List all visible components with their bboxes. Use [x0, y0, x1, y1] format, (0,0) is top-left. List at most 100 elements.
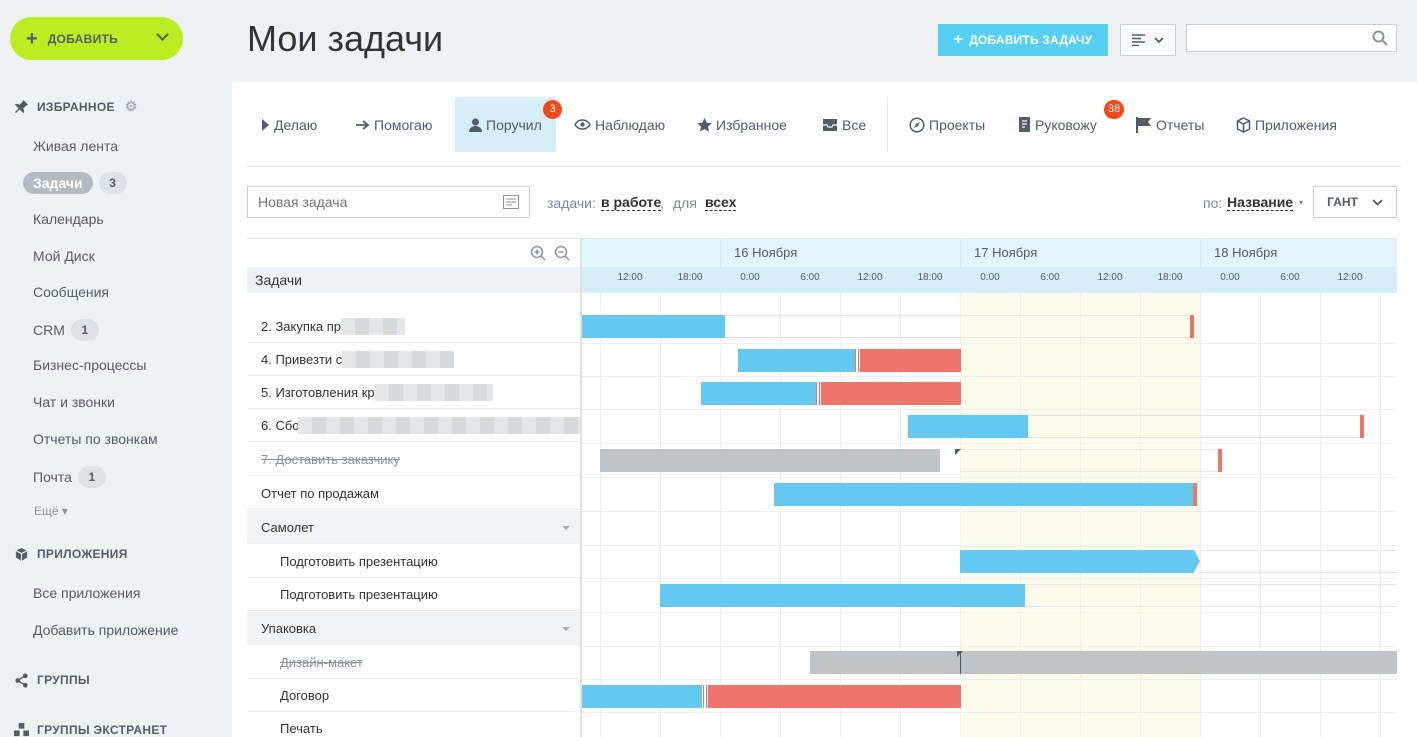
sidebar-item-business-processes[interactable]: Бизнес-процессы [33, 357, 146, 373]
task-bar[interactable] [582, 315, 725, 338]
tab-reports[interactable]: Отчеты [1136, 97, 1204, 152]
sidebar-item-messages[interactable]: Сообщения [33, 284, 109, 300]
row-line [582, 679, 1397, 680]
chevron-down-icon [1372, 198, 1383, 206]
task-row[interactable]: Подготовить презентацию [247, 578, 580, 611]
search-field[interactable] [1186, 24, 1397, 52]
redacted-text [374, 383, 493, 401]
task-row[interactable]: 4. Привезти с [247, 343, 580, 376]
favorites-section-title[interactable]: ИЗБРАННОЕ ⚙ [13, 98, 138, 115]
tab-assigned[interactable]: Поручил [455, 97, 556, 152]
search-icon[interactable] [1372, 30, 1388, 46]
add-button[interactable]: + ДОБАВИТЬ [10, 17, 183, 60]
new-task-input[interactable] [248, 187, 498, 217]
deadline-marker[interactable] [703, 685, 707, 708]
task-label: 4. Привезти с [261, 351, 343, 367]
sidebar-item-live-feed[interactable]: Живая лента [33, 138, 118, 154]
status-filter-link[interactable]: в работе [601, 194, 662, 211]
who-filter-link[interactable]: всех [705, 194, 737, 211]
add-task-button[interactable]: + ДОБАВИТЬ ЗАДАЧУ [938, 24, 1108, 56]
sidebar-item-label: Бизнес-процессы [33, 357, 147, 373]
zoom-out-icon[interactable] [554, 245, 570, 261]
day-label: 16 Ноября [734, 245, 798, 260]
collapse-arrow-icon[interactable] [562, 627, 570, 631]
more-link[interactable]: Ещё ▾ [34, 504, 68, 518]
completed-task-bar[interactable] [810, 651, 1397, 674]
task-row[interactable]: 7. Доставить заказчику [247, 443, 580, 476]
sidebar-item-all-apps[interactable]: Все приложения [33, 585, 140, 601]
sidebar-item-my-drive[interactable]: Мой Диск [33, 248, 95, 264]
new-task-field[interactable] [247, 186, 530, 218]
sidebar-item-tasks[interactable]: Задачи 3 [23, 172, 127, 194]
deadline-marker[interactable] [855, 349, 859, 372]
task-bar[interactable] [908, 415, 1028, 438]
main-panel: Делаю Помогаю Поручил 3 Наблюдаю Избранн… [232, 82, 1417, 737]
search-input[interactable] [1187, 25, 1367, 51]
tab-watching[interactable]: Наблюдаю [574, 97, 665, 152]
completed-task-bar[interactable] [600, 449, 940, 472]
plus-icon: + [26, 27, 38, 50]
task-row[interactable]: Подготовить презентацию [247, 545, 580, 578]
deadline-marker[interactable] [1193, 483, 1197, 506]
collapse-arrow-icon[interactable] [562, 526, 570, 530]
form-icon[interactable] [503, 195, 519, 209]
arrow-right-icon [356, 119, 370, 131]
tab-managing[interactable]: Руковожу [1018, 97, 1097, 152]
sidebar-item-call-reports[interactable]: Отчеты по звонкам [33, 431, 158, 447]
sidebar-item-chat[interactable]: Чат и звонки [33, 394, 115, 410]
task-row[interactable]: Договор [247, 679, 580, 712]
tab-helping[interactable]: Помогаю [356, 97, 432, 152]
overdue-bar[interactable] [821, 382, 961, 405]
sidebar-item-add-app[interactable]: Добавить приложение [33, 622, 178, 638]
task-row[interactable]: Печать [247, 712, 580, 737]
tab-favorites[interactable]: Избранное [697, 97, 787, 152]
sidebar-item-mail[interactable]: Почта 1 [33, 466, 106, 488]
gear-icon[interactable]: ⚙ [124, 98, 138, 114]
sidebar-item-crm[interactable]: CRM 1 [33, 319, 99, 341]
task-row[interactable]: 5. Изготовления кр [247, 376, 580, 409]
tab-all[interactable]: Все [822, 97, 866, 152]
share-icon [13, 672, 29, 688]
grid-line [780, 293, 781, 737]
task-deadline-track [960, 449, 1220, 472]
project-group-row[interactable]: Самолет [247, 511, 580, 544]
extranet-icon [13, 722, 29, 737]
view-mode-button[interactable] [1120, 24, 1176, 56]
grid-line [660, 293, 661, 737]
task-row[interactable]: Отчет по продажам [247, 477, 580, 510]
tab-apps[interactable]: Приложения [1236, 97, 1337, 152]
tab-projects[interactable]: Проекты [909, 97, 985, 152]
project-group-row[interactable]: Упаковка [247, 612, 580, 645]
task-bar[interactable] [960, 550, 1194, 573]
sort-chevron-icon[interactable]: ▾ [1299, 198, 1304, 207]
overdue-bar[interactable] [860, 349, 961, 372]
groups-section-title[interactable]: ГРУППЫ [13, 672, 90, 688]
deadline-marker[interactable] [816, 382, 820, 405]
task-bar[interactable] [582, 685, 702, 708]
grid-line [1320, 293, 1321, 737]
task-bar[interactable] [701, 382, 817, 405]
deadline-marker[interactable] [1190, 315, 1194, 338]
group-label: Самолет [261, 519, 314, 535]
apps-section-title[interactable]: ПРИЛОЖЕНИЯ [13, 546, 128, 562]
task-bar[interactable] [774, 483, 1193, 506]
task-row[interactable]: Дизайн-макет [247, 646, 580, 679]
gantt-view-button[interactable]: ГАНТ [1313, 186, 1397, 218]
task-bar[interactable] [660, 584, 1025, 607]
for-label: для [673, 195, 697, 211]
sidebar-item-calendar[interactable]: Календарь [33, 211, 104, 227]
sort-field-link[interactable]: Название [1227, 194, 1294, 211]
tab-doing[interactable]: Делаю [262, 97, 317, 152]
zoom-in-icon[interactable] [530, 245, 546, 261]
mail-count-badge: 1 [77, 466, 106, 488]
deadline-marker[interactable] [1360, 415, 1364, 438]
task-row[interactable]: 6. Сбо [247, 409, 580, 442]
task-row[interactable]: 2. Закупка пр [247, 310, 580, 343]
overdue-bar[interactable] [708, 685, 961, 708]
task-deadline-track [1028, 415, 1363, 438]
document-icon [1018, 117, 1031, 132]
tab-label: Наблюдаю [595, 116, 666, 133]
extranet-section-title[interactable]: ГРУППЫ ЭКСТРАНЕТ [13, 722, 167, 737]
deadline-marker[interactable] [1218, 449, 1222, 472]
task-bar[interactable] [738, 349, 856, 372]
